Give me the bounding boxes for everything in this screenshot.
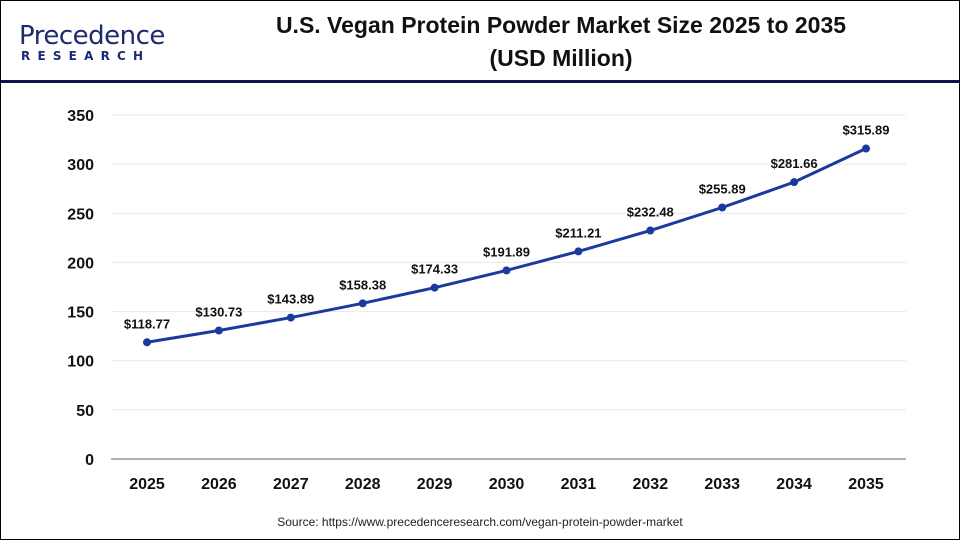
data-point: [143, 338, 151, 347]
x-tick-label: 2031: [561, 476, 597, 493]
data-point: [430, 283, 439, 292]
y-tick-label: 0: [85, 452, 94, 469]
x-tick-label: 2032: [633, 476, 669, 493]
data-point: [502, 266, 511, 275]
data-point: [862, 144, 870, 153]
data-point: [646, 226, 655, 235]
x-tick-label: 2025: [129, 476, 165, 493]
x-tick-label: 2027: [273, 476, 309, 493]
source-note: Source: https://www.precedenceresearch.c…: [277, 515, 683, 529]
data-label: $315.89: [843, 123, 890, 138]
logo-brand: Precedence: [19, 21, 165, 51]
x-tick-label: 2034: [776, 476, 812, 493]
data-point: [790, 178, 799, 187]
data-point: [286, 313, 295, 322]
x-tick-label: 2030: [489, 476, 525, 493]
x-tick-label: 2029: [417, 476, 453, 493]
data-label: $143.89: [267, 292, 314, 307]
data-label: $130.73: [195, 305, 242, 320]
y-tick-label: 100: [67, 354, 94, 371]
data-label: $118.77: [124, 316, 170, 331]
title-line-1: U.S. Vegan Protein Powder Market Size 20…: [275, 12, 847, 38]
y-tick-label: 250: [67, 206, 94, 223]
data-label: $211.21: [555, 225, 601, 240]
data-point: [358, 299, 367, 308]
data-label: $232.48: [627, 205, 674, 220]
data-point: [574, 247, 583, 256]
x-tick-label: 2026: [201, 476, 237, 493]
data-label: $191.89: [483, 244, 530, 259]
y-tick-label: 50: [76, 403, 94, 420]
chart-title: U.S. Vegan Protein Powder Market Size 20…: [221, 9, 901, 75]
logo: Precedence RESEARCH: [19, 23, 165, 63]
x-tick-label: 2028: [345, 476, 381, 493]
data-point: [718, 203, 727, 212]
y-tick-label: 350: [67, 108, 94, 125]
title-line-2: (USD Million): [489, 45, 633, 71]
y-tick-label: 300: [67, 157, 94, 174]
x-tick-label: 2033: [704, 476, 740, 493]
data-point: [214, 326, 223, 335]
data-label: $255.89: [699, 181, 746, 196]
data-label: $158.38: [339, 277, 386, 292]
title-divider: [1, 80, 959, 83]
logo-sub: RESEARCH: [21, 49, 151, 63]
y-tick-label: 200: [67, 255, 94, 272]
y-tick-label: 150: [67, 305, 94, 322]
data-label: $174.33: [411, 262, 458, 277]
data-label: $281.66: [771, 156, 818, 171]
x-tick-label: 2035: [848, 476, 884, 493]
